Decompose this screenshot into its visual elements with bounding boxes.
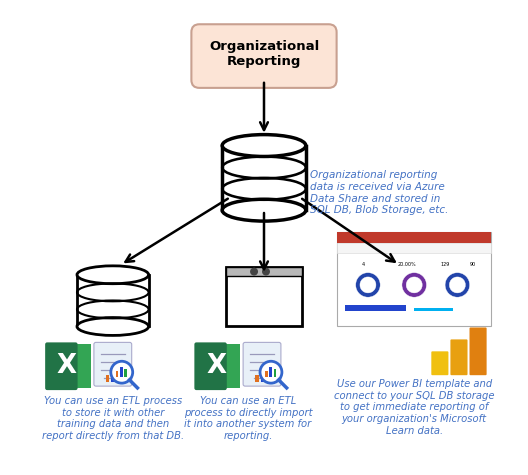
Text: Organizational
Reporting: Organizational Reporting bbox=[209, 40, 319, 68]
Polygon shape bbox=[337, 243, 491, 253]
Polygon shape bbox=[414, 308, 452, 312]
Polygon shape bbox=[117, 373, 120, 382]
Text: You can use an ETL
process to directly import
it into another system for
reporti: You can use an ETL process to directly i… bbox=[184, 396, 313, 441]
FancyBboxPatch shape bbox=[450, 340, 467, 375]
FancyBboxPatch shape bbox=[243, 342, 281, 386]
FancyBboxPatch shape bbox=[469, 327, 487, 375]
Ellipse shape bbox=[77, 317, 148, 335]
Polygon shape bbox=[226, 267, 302, 276]
FancyBboxPatch shape bbox=[94, 342, 131, 386]
Text: Use our Power BI template and
connect to your SQL DB storage
to get immediate re: Use our Power BI template and connect to… bbox=[334, 379, 494, 436]
Text: 20.00%: 20.00% bbox=[397, 262, 416, 266]
FancyBboxPatch shape bbox=[431, 352, 448, 375]
Polygon shape bbox=[71, 344, 91, 388]
Polygon shape bbox=[261, 371, 264, 382]
Text: Organizational reporting
data is received via Azure
Data Share and stored in
SQL: Organizational reporting data is receive… bbox=[310, 171, 448, 215]
Wedge shape bbox=[445, 273, 470, 297]
Circle shape bbox=[408, 279, 420, 291]
Circle shape bbox=[451, 279, 464, 291]
Text: X: X bbox=[57, 353, 77, 379]
Polygon shape bbox=[265, 371, 268, 377]
Ellipse shape bbox=[222, 199, 306, 221]
Polygon shape bbox=[226, 267, 302, 326]
Ellipse shape bbox=[77, 266, 148, 284]
Polygon shape bbox=[266, 373, 270, 382]
Text: 4: 4 bbox=[362, 262, 365, 266]
Circle shape bbox=[250, 267, 258, 275]
FancyBboxPatch shape bbox=[191, 24, 337, 88]
Polygon shape bbox=[111, 371, 115, 382]
Wedge shape bbox=[356, 273, 380, 297]
Ellipse shape bbox=[222, 134, 306, 156]
Polygon shape bbox=[120, 367, 123, 377]
Polygon shape bbox=[274, 370, 277, 377]
Polygon shape bbox=[337, 232, 491, 243]
Polygon shape bbox=[269, 367, 272, 377]
Polygon shape bbox=[337, 232, 491, 326]
Wedge shape bbox=[402, 273, 427, 297]
Polygon shape bbox=[345, 305, 407, 312]
Polygon shape bbox=[220, 344, 240, 388]
Polygon shape bbox=[116, 371, 118, 377]
Circle shape bbox=[362, 279, 374, 291]
Polygon shape bbox=[125, 370, 127, 377]
Text: X: X bbox=[206, 353, 226, 379]
Polygon shape bbox=[77, 275, 148, 326]
Polygon shape bbox=[255, 375, 259, 382]
Polygon shape bbox=[222, 145, 306, 210]
Text: You can use an ETL process
to store it with other
training data and then
report : You can use an ETL process to store it w… bbox=[42, 396, 184, 441]
Circle shape bbox=[262, 267, 270, 275]
Polygon shape bbox=[106, 375, 109, 382]
FancyBboxPatch shape bbox=[194, 342, 227, 390]
FancyBboxPatch shape bbox=[45, 342, 78, 390]
Circle shape bbox=[260, 361, 282, 383]
Text: 129: 129 bbox=[440, 262, 450, 266]
Text: 90: 90 bbox=[470, 262, 476, 266]
Circle shape bbox=[111, 361, 133, 383]
